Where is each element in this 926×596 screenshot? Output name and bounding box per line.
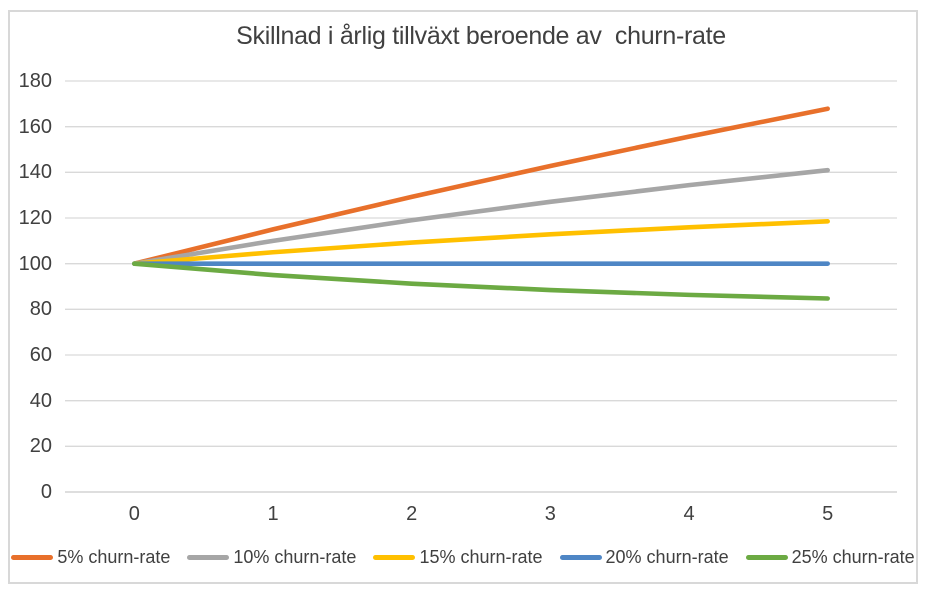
legend-item-5: 25% churn-rate — [745, 546, 915, 568]
legend-label: 20% churn-rate — [605, 546, 729, 567]
legend-item-4: 20% churn-rate — [559, 546, 729, 568]
series-line-3 — [132, 219, 830, 266]
series-line-2 — [132, 167, 830, 266]
legend-line-swatch — [373, 554, 416, 560]
legend-label: 10% churn-rate — [233, 546, 357, 567]
series-line-5 — [132, 261, 830, 301]
legend-item-3: 15% churn-rate — [373, 546, 543, 568]
legend-item-2: 10% churn-rate — [187, 547, 356, 568]
legend-label: 25% churn-rate — [791, 546, 915, 567]
legend-line-swatch — [11, 554, 54, 560]
plot-area — [65, 80, 897, 493]
chart-title: Skillnad i årlig tillväxt beroende av ch… — [236, 22, 726, 50]
legend-label: 15% churn-rate — [419, 546, 543, 567]
legend: 5% churn-rate 10% churn-rate 15% churn-rat… — [8, 543, 918, 571]
series-line-1 — [132, 106, 830, 266]
line-chart-svg — [65, 80, 897, 493]
legend-item-1: 5% churn-rate — [11, 547, 170, 568]
legend-label: 5% churn-rate — [57, 546, 171, 567]
legend-line-swatch — [745, 554, 788, 560]
legend-line-swatch — [559, 554, 602, 560]
legend-line-swatch — [187, 554, 230, 560]
